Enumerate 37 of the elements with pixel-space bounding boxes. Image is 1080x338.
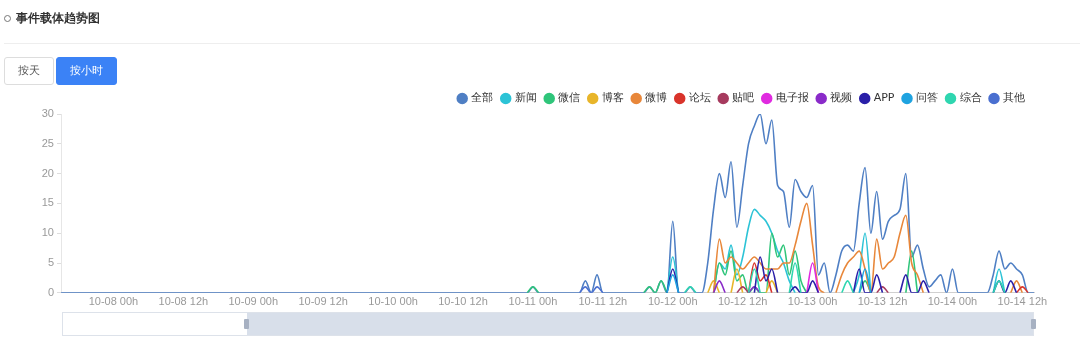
- x-tick-label: 10-09 00h: [228, 295, 279, 308]
- legend-label: APP: [873, 91, 895, 105]
- legend-label: 综合: [959, 91, 982, 105]
- legend-label: 贴吧: [732, 91, 755, 105]
- chart-title: 事件载体趋势图: [16, 10, 100, 27]
- legend-label: 博客: [601, 91, 624, 105]
- legend-label: 问答: [916, 91, 938, 105]
- legend-label: 全部: [471, 91, 494, 105]
- legend-label: 微信: [558, 91, 581, 105]
- legend-label: 电子报: [775, 91, 809, 105]
- y-tick-label: 30: [41, 107, 54, 120]
- y-tick-label: 20: [41, 166, 54, 179]
- legend-label: 其他: [1003, 91, 1025, 105]
- x-tick-label: 10-13 00h: [787, 295, 838, 308]
- x-tick-label: 10-10 00h: [368, 295, 418, 308]
- y-tick-label: 0: [47, 285, 54, 298]
- y-tick-label: 15: [41, 196, 54, 209]
- x-tick-label: 10-14 12h: [997, 295, 1048, 308]
- y-tick-label: 10: [41, 226, 54, 239]
- legend-label: 微博: [645, 91, 668, 105]
- legend-label: 论坛: [688, 91, 711, 105]
- text: 按天: [4, 57, 54, 85]
- legend-label: 视频: [830, 91, 853, 105]
- y-tick-label: 5: [47, 256, 54, 269]
- y-tick-label: 25: [41, 136, 54, 149]
- x-tick-label: 10-08 12h: [158, 295, 209, 308]
- x-tick-label: 10-08 00h: [88, 295, 139, 308]
- x-tick-label: 10-12 12h: [717, 295, 768, 308]
- x-tick-label: 10-12 00h: [647, 295, 698, 308]
- x-tick-label: 10-11 00h: [508, 295, 558, 308]
- x-tick-label: 10-14 00h: [927, 295, 978, 308]
- x-tick-label: 10-13 12h: [857, 295, 908, 308]
- legend-label: 新闻: [514, 91, 537, 105]
- x-tick-label: 10-11 12h: [578, 295, 628, 308]
- x-tick-label: 10-10 12h: [438, 295, 488, 308]
- text: 按小时: [56, 57, 117, 85]
- x-tick-label: 10-09 12h: [298, 295, 348, 308]
